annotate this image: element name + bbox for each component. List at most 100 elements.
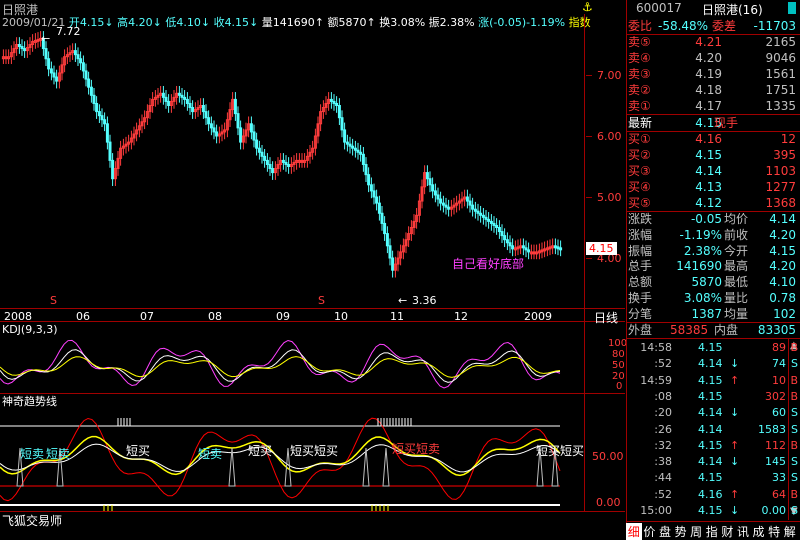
candle-body — [508, 242, 512, 247]
candle-body — [484, 216, 488, 220]
tick-volume: 89 — [772, 341, 786, 354]
candle-body — [548, 246, 552, 250]
stat-row: 总额 5870 最低 4.10 — [626, 274, 800, 290]
sell-level-row[interactable]: 卖④ 4.20 9046 — [626, 50, 800, 66]
candle-body — [404, 239, 408, 247]
tick-arrow-icon: ↓ — [730, 406, 740, 420]
buy-level-price: 4.12 — [695, 196, 722, 210]
buy-level-row[interactable]: 买④ 4.13 1277 — [626, 179, 800, 195]
bottom-tab[interactable]: 财 — [721, 525, 734, 539]
buy-level-row[interactable]: 买③ 4.14 1103 — [626, 163, 800, 179]
candle-body — [60, 64, 64, 74]
candle-body — [327, 98, 331, 104]
stat-label: 涨跌 — [628, 212, 653, 226]
weibi-value: -58.48% — [658, 19, 709, 33]
kdj-bottom-border — [0, 393, 625, 394]
tick-price: 4.14 — [698, 455, 723, 469]
tick-time: 14:58 — [640, 341, 672, 354]
sell-level-volume: 1561 — [765, 67, 796, 81]
kdj-y-tick: 100 — [608, 338, 628, 349]
y-tick-mark — [586, 258, 592, 259]
candle-body — [377, 202, 381, 214]
amp-label: 振 — [428, 16, 440, 29]
close-value: 4.15 — [224, 16, 250, 29]
weibi-row: 委比 -58.48% 委差 -11703 — [626, 18, 800, 34]
candle-body — [428, 178, 432, 186]
candle-body — [233, 98, 237, 115]
bottom-tab[interactable]: 盘 — [658, 525, 671, 539]
period-button[interactable]: 日线 — [594, 311, 619, 325]
sell-level-row[interactable]: 卖② 4.18 1751 — [626, 82, 800, 98]
candle-body — [431, 184, 435, 192]
bottom-tab[interactable]: 成 — [752, 525, 765, 539]
candle-body — [95, 102, 99, 113]
candle-body — [148, 105, 152, 113]
bottom-tab[interactable]: 特 — [768, 525, 781, 539]
candle-body — [439, 198, 443, 204]
candle-body — [103, 119, 107, 125]
y-tick-mark — [586, 136, 592, 137]
bottom-tab[interactable]: 周 — [690, 525, 703, 539]
stat-label: 前收 — [724, 227, 749, 242]
bottom-tab[interactable]: 细 — [626, 523, 642, 540]
tick-flag: S — [791, 504, 798, 517]
candle-body — [479, 212, 483, 216]
chg-value: (-0.05)-1.19% — [489, 16, 566, 29]
candle-body — [241, 135, 245, 143]
buy-level-row[interactable]: 买⑤ 4.12 1368 — [626, 195, 800, 211]
buy-level-row[interactable]: 买② 4.15 395 — [626, 147, 800, 163]
kdj-title: KDJ(9,3,3) — [2, 323, 58, 336]
tick-arrow-icon: ↓ — [730, 504, 740, 517]
bottom-tab[interactable]: 解 — [783, 525, 796, 539]
quote-panel: 600017 日照港(16) 委比 -58.48% 委差 -11703 最新 4… — [626, 0, 800, 540]
candle-body — [212, 127, 216, 133]
scroll-down-icon[interactable]: ▼ — [790, 506, 798, 517]
candle-body — [68, 52, 72, 56]
sell-level-row[interactable]: 卖① 4.17 1335 — [626, 98, 800, 114]
trend-white-line — [0, 443, 561, 473]
candle-body — [84, 70, 88, 80]
tick-time: :52 — [654, 357, 672, 371]
kdj-chart — [0, 339, 561, 389]
scroll-handle[interactable] — [788, 2, 796, 14]
candle-body — [260, 151, 264, 157]
candle-body — [281, 159, 285, 163]
anchor-icon[interactable]: ⚓ — [582, 0, 593, 14]
candle-body — [551, 245, 555, 249]
candle-body — [503, 235, 507, 241]
candle-body — [433, 190, 437, 196]
stat-label: 最高 — [724, 259, 749, 274]
candle-body — [455, 202, 459, 206]
candle-body — [540, 249, 544, 253]
tick-time: 14:59 — [640, 373, 672, 387]
candle-body — [511, 245, 515, 250]
bottom-tab[interactable]: 指 — [705, 525, 718, 539]
sell-level-price: 4.18 — [695, 83, 722, 97]
tick-arrow-icon: ↓ — [730, 455, 740, 469]
tick-row: :32 4.15 ↑ 112 B — [626, 438, 800, 453]
sell-level-row[interactable]: 卖⑤ 4.21 2165 — [626, 34, 800, 50]
scroll-up-icon[interactable]: ▲ — [790, 340, 798, 351]
trend-label: 短买短买 — [536, 444, 585, 458]
candle-body — [527, 249, 531, 253]
sell-level-row[interactable]: 卖③ 4.19 1561 — [626, 66, 800, 82]
index-button[interactable]: 指数 — [568, 16, 591, 29]
trend-spike — [56, 447, 64, 487]
candle-body — [92, 94, 96, 104]
tick-time: :26 — [654, 422, 672, 436]
bottom-tab[interactable]: 讯 — [736, 525, 749, 539]
buy-level-row[interactable]: 买① 4.16 12 — [626, 131, 800, 147]
candle-body — [191, 107, 195, 113]
bottom-tab[interactable]: 势 — [674, 525, 687, 539]
tick-scrollbar-track[interactable] — [788, 338, 789, 520]
tick-flag: S — [791, 455, 798, 469]
candle-body — [441, 202, 445, 206]
candle-body — [145, 111, 149, 119]
candle-body — [111, 159, 115, 180]
buy-level-volume: 1103 — [765, 164, 796, 178]
neipan-label: 内盘 — [714, 323, 739, 337]
buy-level-price: 4.14 — [695, 164, 722, 178]
tick-arrow-icon: ↑ — [730, 487, 740, 501]
candle-body — [204, 111, 208, 119]
bottom-tab[interactable]: 价 — [643, 525, 656, 539]
